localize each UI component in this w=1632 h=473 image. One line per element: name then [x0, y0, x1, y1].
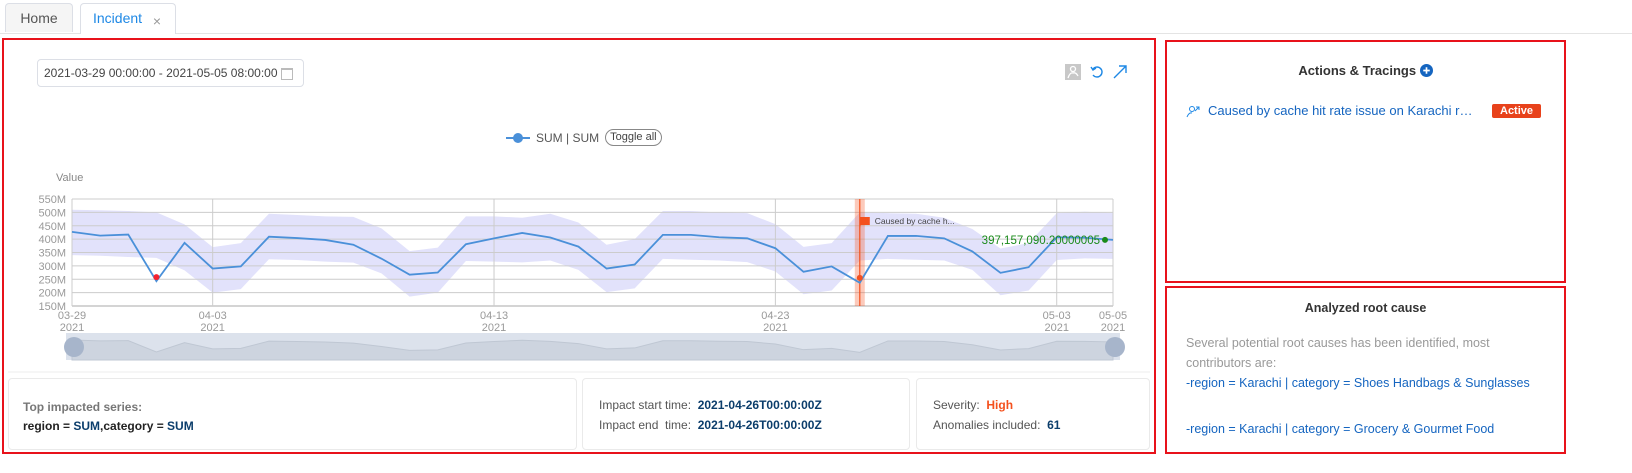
undo-icon[interactable]	[1089, 64, 1105, 80]
series-value-category: SUM	[167, 419, 194, 433]
toggle-all-button[interactable]: Toggle all	[605, 129, 662, 146]
legend-series-swatch	[506, 132, 530, 143]
impact-time-card: Impact start time: 2021-04-26T00:00:00Z …	[582, 378, 910, 450]
severity-value: High	[986, 398, 1014, 412]
impact-end-label: Impact end time:	[599, 418, 692, 432]
x-tick-label: 05-03	[1043, 310, 1071, 322]
series-key-region: region =	[23, 419, 74, 433]
root-cause-title: Analyzed root cause	[1304, 301, 1427, 315]
anomalies-label: Anomalies included:	[933, 418, 1041, 432]
date-range-picker[interactable]: 2021-03-29 00:00:00 - 2021-05-05 08:00:0…	[37, 59, 304, 87]
x-tick-year: 2021	[763, 322, 787, 334]
series-key-category: ,category =	[100, 419, 168, 433]
tab-incident[interactable]: Incident ×	[80, 3, 176, 34]
x-tick-label: 04-23	[761, 310, 789, 322]
zoom-slider-preview	[71, 339, 1114, 361]
status-badge: Active	[1492, 103, 1542, 118]
impact-start-value: 2021-04-26T00:00:00Z	[697, 398, 822, 412]
impact-start-label: Impact start time:	[599, 398, 692, 412]
tab-bar: Home Incident ×	[0, 0, 1632, 34]
zoom-slider-right-handle[interactable]	[1105, 337, 1125, 357]
chart-panel	[2, 38, 1156, 454]
x-tick-year: 2021	[60, 322, 84, 334]
severity-card: Severity: High Anomalies included: 61	[916, 378, 1150, 450]
confidence-band	[72, 209, 1113, 297]
x-tick-label: 05-05	[1099, 310, 1127, 322]
series-line	[71, 231, 1114, 284]
legend-series-label[interactable]: SUM | SUM	[536, 130, 600, 145]
y-tick-label: 450M	[38, 221, 66, 233]
root-cause-item[interactable]: -region = Karachi | category = Grocery &…	[1186, 422, 1495, 436]
incident-marker-label: Caused by cache h...	[875, 216, 955, 226]
actions-title-text: Actions & Tracings	[1298, 63, 1417, 78]
anomaly-point	[856, 274, 863, 281]
tab-incident-label: Incident	[93, 10, 143, 26]
close-icon[interactable]: ×	[152, 13, 161, 29]
severity-label: Severity:	[933, 398, 980, 412]
x-tick-year: 2021	[1044, 322, 1068, 334]
last-value-label: 397,157,090.20000005	[982, 235, 1100, 247]
actions-panel	[1165, 40, 1566, 283]
date-range-value: 2021-03-29 00:00:00 - 2021-05-05 08:00:0…	[44, 66, 278, 80]
add-action-icon[interactable]	[1419, 64, 1433, 77]
x-tick-label: 04-13	[480, 310, 508, 322]
y-tick-label: 350M	[38, 248, 66, 260]
chart-legend: SUM | SUM Toggle all	[506, 129, 662, 146]
y-tick-label: 300M	[38, 261, 66, 273]
flag-icon	[859, 217, 870, 229]
y-tick-label: 150M	[38, 301, 66, 313]
last-value-point	[1102, 236, 1108, 243]
y-tick-label: 200M	[38, 288, 66, 300]
x-tick-label: 03-29	[58, 310, 86, 322]
y-tick-label: 500M	[38, 207, 66, 219]
root-cause-panel	[1165, 286, 1566, 454]
action-item-text[interactable]: Caused by cache hit rate issue on Karach…	[1208, 103, 1473, 118]
top-impacted-card: Top impacted series: region = SUM,catego…	[8, 378, 577, 450]
anomalies-count: 61	[1047, 418, 1061, 432]
y-tick-label: 400M	[38, 234, 66, 246]
y-tick-label: 250M	[38, 274, 66, 286]
calendar-icon	[281, 68, 293, 80]
anomaly-point	[153, 274, 160, 281]
root-cause-intro: Several potential root causes has been i…	[1186, 336, 1490, 370]
zoom-slider-left-handle[interactable]	[64, 337, 84, 357]
x-tick-year: 2021	[1101, 322, 1125, 334]
top-impacted-series: region = SUM,category = SUM	[23, 419, 194, 433]
series-value-region: SUM	[73, 419, 101, 433]
y-tick-label: 550M	[38, 194, 66, 206]
tab-home[interactable]: Home	[5, 3, 73, 32]
expand-arrow-icon[interactable]	[1112, 64, 1128, 80]
person-search-icon[interactable]	[1065, 64, 1081, 80]
x-tick-year: 2021	[200, 322, 224, 334]
y-axis-label: Value	[56, 172, 84, 184]
x-tick-year: 2021	[482, 322, 506, 334]
root-cause-item[interactable]: -region = Karachi | category = Shoes Han…	[1186, 376, 1530, 390]
actions-title: Actions & Tracings	[1165, 63, 1566, 78]
top-impacted-label: Top impacted series:	[23, 400, 143, 414]
action-item[interactable]: Caused by cache hit rate issue on Karach…	[1186, 103, 1542, 118]
x-tick-label: 04-03	[199, 310, 227, 322]
impact-end-value: 2021-04-26T00:00:00Z	[697, 418, 822, 432]
tracing-icon	[1186, 105, 1200, 117]
